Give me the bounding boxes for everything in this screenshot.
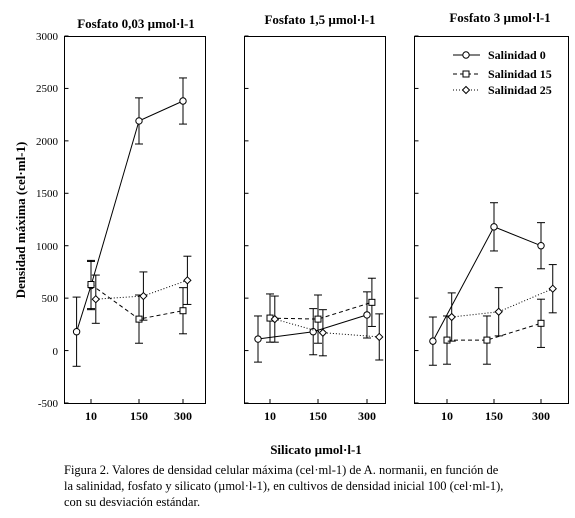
data-point-salinidad-25: [139, 291, 148, 301]
data-point-salinidad-0: [179, 97, 187, 105]
x-tick-label: 150: [130, 409, 148, 423]
data-point-salinidad-25: [91, 294, 101, 304]
legend: Salinidad 0 Salinidad 15 Salinidad 25: [453, 48, 552, 97]
x-tick-label: 150: [485, 409, 503, 423]
x-tick-label: 300: [174, 409, 192, 423]
y-tick-label: 500: [42, 293, 59, 305]
series-line-salinidad-15: [269, 301, 373, 320]
data-point-salinidad-15: [314, 315, 322, 323]
x-tick-label: 10: [264, 409, 276, 423]
series-line-salinidad-0: [76, 100, 184, 332]
data-point-salinidad-0: [72, 327, 81, 336]
x-tick-label: 300: [532, 409, 550, 423]
x-tick-label: 10: [441, 409, 453, 423]
data-point-salinidad-15: [135, 315, 143, 323]
series-line-salinidad-25: [274, 318, 380, 338]
data-point-salinidad-0: [537, 242, 545, 250]
series-line-salinidad-15: [90, 284, 184, 320]
data-point-salinidad-0: [490, 223, 498, 231]
y-tick-label: 0: [53, 346, 59, 358]
data-point-salinidad-0: [363, 311, 371, 319]
data-marks: [64, 35, 557, 404]
y-tick-label: 3000: [36, 31, 59, 43]
data-point-salinidad-25: [270, 314, 280, 324]
data-point-salinidad-25: [548, 284, 557, 293]
panel-title-3: Fosfato 3 µmol·l-1: [449, 10, 550, 25]
y-tick-label: 2000: [36, 136, 59, 148]
panel-frame-2: [244, 36, 386, 404]
panel-title-2: Fosfato 1,5 µmol·l-1: [264, 12, 375, 27]
data-point-salinidad-25: [494, 307, 503, 316]
data-point-salinidad-15: [443, 336, 451, 344]
legend-marker-diamond: [461, 85, 471, 95]
data-point-salinidad-15: [368, 298, 376, 306]
data-point-salinidad-15: [483, 336, 491, 344]
data-point-salinidad-25: [375, 332, 384, 342]
y-tick-label: 1500: [36, 188, 59, 200]
data-point-salinidad-0: [429, 337, 437, 345]
panel-title-1: Fosfato 0,03 µmol·l-1: [77, 16, 195, 31]
series-line-salinidad-25: [451, 288, 553, 318]
data-point-salinidad-25: [183, 276, 192, 285]
series-line-salinidad-15: [447, 322, 542, 341]
data-point-salinidad-25: [318, 328, 328, 337]
panel-frame-3: [414, 36, 569, 404]
x-tick-label: 300: [358, 409, 376, 423]
series-line-salinidad-25: [95, 279, 188, 300]
caption-line-2: la salinidad, fosfato y silicato (µmol·l…: [64, 479, 504, 493]
data-point-salinidad-0: [309, 327, 317, 336]
figure-caption: Figura 2. Valores de densidad celular má…: [64, 462, 564, 510]
y-tick-label: -500: [38, 398, 59, 410]
data-point-salinidad-0: [135, 117, 143, 125]
legend-marker-circle: [462, 51, 470, 59]
x-axis-label: Silicato µmol·l-1: [270, 442, 362, 457]
data-point-salinidad-15: [87, 281, 95, 289]
y-tick-label: 2500: [36, 83, 59, 95]
y-axis-label: Densidad máxima (cel·ml-1): [13, 142, 28, 299]
data-point-salinidad-0: [254, 335, 262, 343]
legend-label-salinidad-0: Salinidad 0: [488, 48, 546, 62]
legend-label-salinidad-15: Salinidad 15: [488, 67, 552, 81]
y-tick-label: 1000: [36, 241, 59, 253]
x-tick-label: 150: [309, 409, 327, 423]
legend-marker-square: [462, 70, 470, 78]
panel-frame-1: [64, 36, 206, 404]
data-point-salinidad-25: [447, 312, 456, 322]
legend-label-salinidad-25: Salinidad 25: [488, 83, 552, 97]
caption-line-1: Figura 2. Valores de densidad celular má…: [64, 463, 499, 477]
caption-line-3: con su desviación estándar.: [64, 495, 201, 509]
x-tick-label: 10: [85, 409, 97, 423]
data-point-salinidad-15: [537, 319, 545, 327]
data-point-salinidad-15: [179, 307, 187, 315]
